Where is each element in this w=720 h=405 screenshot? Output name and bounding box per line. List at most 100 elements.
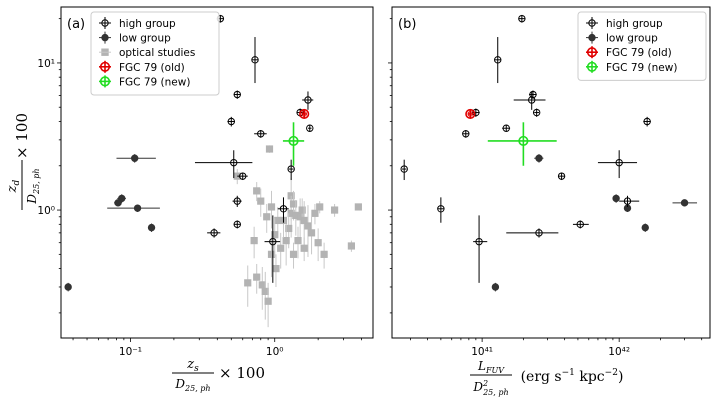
high-group-point bbox=[557, 172, 566, 181]
low-group-point bbox=[116, 154, 156, 163]
optical-studies-point bbox=[277, 232, 285, 269]
legend-label: low group bbox=[606, 33, 658, 45]
legend-label: FGC 79 (new) bbox=[119, 76, 190, 88]
y-label-denominator: D25, ph bbox=[25, 168, 41, 204]
high-group-marker bbox=[304, 96, 312, 104]
high-group-point bbox=[494, 37, 502, 84]
low-group-marker bbox=[133, 204, 142, 212]
high-group-marker bbox=[615, 158, 623, 167]
x-label-a-suffix: × 100 bbox=[219, 364, 265, 382]
optical-studies-marker bbox=[261, 287, 269, 295]
x-label-a-numerator: zs bbox=[186, 357, 199, 374]
high-group-marker bbox=[257, 130, 265, 138]
optical-studies-point bbox=[250, 226, 258, 259]
fgc-79-old-marker bbox=[299, 108, 310, 120]
legend-label: high group bbox=[119, 18, 176, 30]
optical-studies-marker bbox=[304, 222, 312, 230]
legend-label: FGC 79 (new) bbox=[606, 62, 677, 74]
high-group-marker bbox=[527, 96, 536, 104]
high-group-point bbox=[400, 159, 408, 181]
high-group-marker bbox=[529, 90, 537, 99]
high-group-marker bbox=[210, 229, 218, 237]
optical-studies-marker bbox=[300, 244, 308, 252]
high-group-point bbox=[302, 91, 314, 110]
low-group-marker bbox=[114, 199, 122, 207]
optical-studies-point bbox=[282, 222, 290, 266]
optical-studies-point bbox=[294, 226, 302, 259]
panel-a: 10⁻¹ 10⁰ 10⁰ 10¹ (a) high group low group opt… bbox=[37, 6, 374, 358]
fgc-79-old-inner-ring bbox=[467, 111, 474, 117]
optical-studies-marker bbox=[267, 203, 276, 211]
y-tick-label-a: 10¹ bbox=[37, 58, 55, 70]
high-group-point bbox=[532, 108, 541, 117]
low-group-marker bbox=[491, 283, 500, 291]
x-tick-label-a: 10⁻¹ bbox=[119, 346, 142, 358]
legend-entry-fgc-79-old: FGC 79 (old) bbox=[586, 46, 672, 59]
y-label-numerator: zd bbox=[5, 179, 22, 193]
legend-entry-high-group: high group bbox=[99, 17, 176, 30]
optical-studies-marker bbox=[307, 229, 316, 237]
low-group-marker bbox=[641, 223, 649, 232]
optical-studies-marker bbox=[265, 145, 274, 153]
fgc-79-new-marker bbox=[518, 135, 529, 147]
high-group-marker bbox=[557, 172, 566, 180]
high-group-marker bbox=[643, 117, 651, 126]
high-group-marker bbox=[475, 237, 483, 246]
high-group-point bbox=[462, 130, 470, 138]
legend-marker bbox=[586, 47, 598, 58]
legend-entry-low-group: low group bbox=[99, 31, 171, 45]
high-group-point bbox=[207, 228, 221, 238]
legend-marker bbox=[586, 61, 598, 72]
high-group-point bbox=[597, 150, 638, 179]
high-group-point bbox=[643, 116, 651, 127]
panel-a-legend: high group low group optical studies FGC 79… bbox=[90, 11, 220, 96]
high-group-point bbox=[254, 130, 267, 138]
optical-studies-marker bbox=[263, 213, 271, 221]
x-label-a-denominator: D25, ph bbox=[174, 377, 210, 393]
high-group-marker bbox=[227, 117, 235, 126]
optical-studies-marker bbox=[244, 279, 252, 287]
low-group-point bbox=[641, 223, 649, 232]
high-group-point bbox=[287, 159, 295, 181]
high-group-marker bbox=[576, 220, 584, 229]
optical-studies-point bbox=[320, 242, 328, 269]
optical-studies-marker bbox=[264, 297, 272, 305]
optical-studies-point bbox=[253, 263, 261, 294]
low-group-marker bbox=[535, 154, 543, 162]
high-group-point bbox=[277, 197, 289, 223]
optical-studies-point bbox=[300, 237, 308, 262]
high-group-point bbox=[518, 14, 526, 23]
optical-studies-marker bbox=[314, 239, 322, 247]
y-axis-label: zd D25, ph × 100 bbox=[5, 113, 41, 210]
fgc-79-new-point bbox=[487, 122, 557, 166]
optical-studies-marker bbox=[289, 200, 298, 208]
optical-studies-point bbox=[311, 203, 319, 225]
optical-studies-marker bbox=[253, 187, 261, 195]
legend-box bbox=[577, 11, 707, 81]
optical-studies-point bbox=[253, 182, 261, 202]
high-group-marker bbox=[462, 130, 470, 138]
high-group-marker bbox=[623, 197, 632, 205]
high-group-point bbox=[251, 37, 259, 84]
x-tick-label-b: 10⁴² bbox=[608, 346, 630, 358]
high-group-marker bbox=[233, 220, 241, 229]
optical-studies-marker bbox=[257, 197, 265, 205]
high-group-marker bbox=[306, 124, 314, 132]
high-group-marker bbox=[230, 158, 238, 167]
high-group-marker bbox=[269, 237, 277, 246]
optical-studies-marker bbox=[253, 273, 261, 281]
y-tick-label-a: 10⁰ bbox=[37, 205, 55, 217]
optical-studies-point bbox=[307, 216, 316, 255]
x-tick-label-b: 10⁴¹ bbox=[471, 346, 493, 358]
low-group-point bbox=[114, 199, 122, 207]
low-group-marker bbox=[680, 199, 689, 207]
high-group-point bbox=[227, 116, 235, 127]
high-group-point bbox=[619, 195, 640, 207]
high-group-point bbox=[232, 195, 242, 207]
low-group-marker bbox=[64, 283, 72, 291]
x-label-b-numerator: LFUV bbox=[477, 359, 505, 375]
legend-marker bbox=[99, 76, 111, 87]
optical-studies-point bbox=[263, 203, 271, 233]
legend-entry-fgc-79-new: FGC 79 (new) bbox=[99, 75, 190, 88]
low-group-point bbox=[491, 282, 500, 292]
